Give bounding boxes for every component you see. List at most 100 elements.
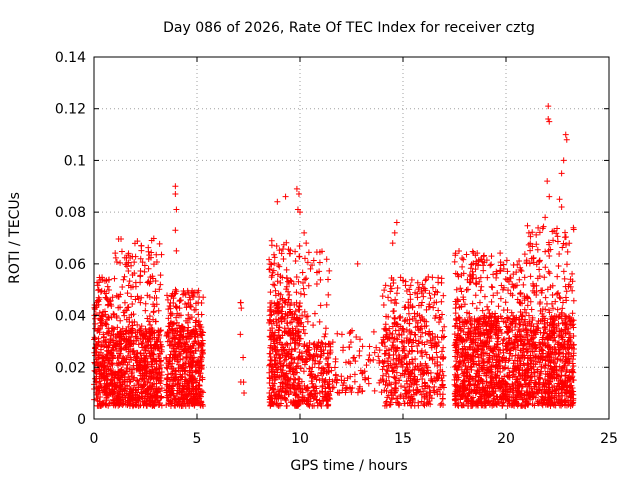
data-point [325,276,332,283]
data-point [366,352,373,359]
data-point [267,289,274,296]
data-point [332,371,339,378]
data-point [521,251,528,258]
data-point [181,290,188,297]
data-point [393,290,400,297]
data-point [128,370,135,377]
data-point [146,350,153,357]
data-point [140,352,147,359]
data-point [546,252,553,259]
data-point [351,354,358,361]
data-point [128,388,135,395]
data-point [497,250,504,257]
data-point [569,287,576,294]
data-point [310,322,317,329]
data-point [126,278,133,285]
data-point [322,325,329,332]
data-point [190,293,197,300]
data-point [182,300,189,307]
data-point [103,394,110,401]
data-point [137,273,144,280]
data-point [149,330,156,337]
data-point [562,233,569,240]
data-point [292,258,299,265]
data-point [150,329,157,336]
data-point [192,306,199,313]
data-point [158,251,165,258]
data-point [150,308,157,315]
data-point [530,255,537,262]
data-point [387,288,394,295]
data-point [121,356,128,363]
y-tick-label: 0.08 [55,205,86,221]
data-point [172,183,179,190]
data-point [152,278,159,285]
data-point [139,366,146,373]
data-point [109,294,116,301]
data-point [156,331,163,338]
data-point [91,334,98,341]
data-point [133,377,140,384]
data-point [196,382,203,389]
data-point [317,276,324,283]
data-point [271,343,278,350]
y-tick-label: 0.1 [64,153,86,169]
data-point [154,389,161,396]
data-point [381,287,388,294]
data-point [554,233,561,240]
data-point [99,274,106,281]
data-point [174,354,181,361]
data-point [184,319,191,326]
data-point [139,259,146,266]
data-point [132,283,139,290]
data-point [476,299,483,306]
data-point [118,346,125,353]
data-point [97,394,104,401]
chart-title: Day 086 of 2026, Rate Of TEC Index for r… [163,20,535,36]
data-point [148,325,155,332]
data-point [126,318,133,325]
data-point [484,303,491,310]
data-point [460,256,467,263]
data-point [473,280,480,287]
data-point [158,394,165,401]
data-point [135,295,142,302]
data-point [123,390,130,397]
data-point [145,278,152,285]
data-point [140,336,147,343]
data-point [121,312,128,319]
x-tick-label: 20 [497,431,515,447]
data-point [331,364,338,371]
data-point [469,300,476,307]
data-point [356,347,363,354]
data-point [176,312,183,319]
data-point [103,373,110,380]
data-point [138,294,145,301]
data-point [101,278,108,285]
data-point [180,395,187,402]
data-point [301,330,308,337]
data-point [193,368,200,375]
data-point [362,376,369,383]
data-point [144,379,151,386]
data-point [199,354,206,361]
data-point [128,293,135,300]
data-point [139,331,146,338]
data-point [451,258,458,265]
data-point [134,350,141,357]
data-point [147,353,154,360]
data-point [173,314,180,321]
data-point [125,250,132,257]
data-point [157,395,164,402]
data-point [122,261,129,268]
data-point [142,325,149,332]
data-point [128,311,135,318]
data-point [315,364,322,371]
data-point [437,402,444,409]
data-point [563,136,570,143]
data-point [137,279,144,286]
data-point [463,287,470,294]
data-point [166,303,173,310]
data-point [97,276,104,283]
data-point [175,343,182,350]
